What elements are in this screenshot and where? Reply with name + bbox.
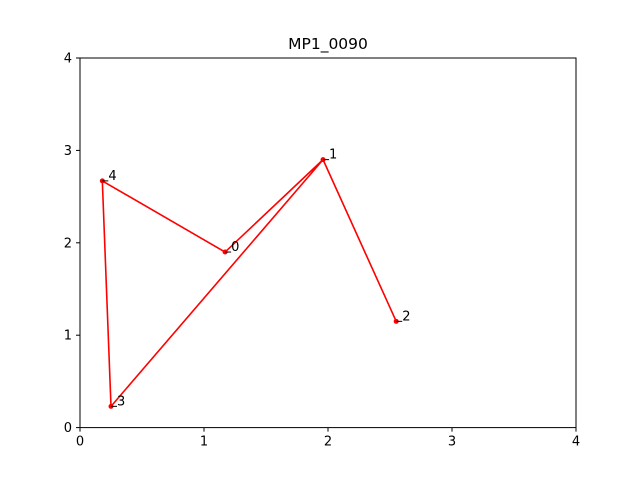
y-tick-label: 1 [64, 329, 72, 344]
point-label-3: 3 [117, 394, 125, 409]
chart-title: MP1_0090 [288, 35, 368, 54]
x-tick-label: 1 [200, 435, 208, 450]
x-tick-label: 4 [572, 435, 580, 450]
x-tick-label: 3 [448, 435, 456, 450]
x-tick-label: 0 [76, 435, 84, 450]
point-label-4: 4 [108, 169, 116, 184]
point-label-0: 0 [231, 240, 239, 255]
y-tick-label: 3 [64, 144, 72, 159]
series-line [101, 158, 397, 408]
point-label-2: 2 [402, 309, 410, 324]
y-tick-label: 4 [64, 52, 72, 67]
y-tick-label: 2 [64, 236, 72, 251]
x-tick-label: 2 [324, 435, 332, 450]
y-tick-label: 0 [64, 421, 72, 436]
point-label-1: 1 [329, 148, 337, 163]
